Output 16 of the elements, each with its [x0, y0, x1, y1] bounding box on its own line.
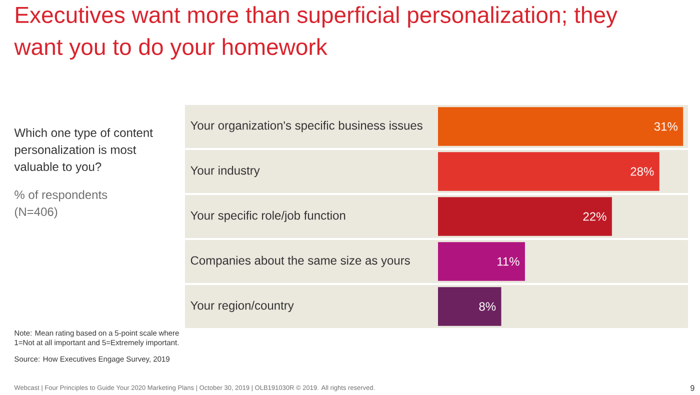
text: Which one type of content personalization is most valuable to you?: [14, 128, 153, 174]
bar: [438, 242, 525, 281]
bar: [438, 287, 502, 326]
data-label: 8%: [479, 302, 496, 311]
data-label: 31%: [654, 122, 678, 131]
y-tick-label: Your industry: [190, 166, 260, 178]
y-tick-label: Your organization's specific business issues: [190, 120, 422, 132]
text: 9: [690, 385, 694, 391]
data-label: 11%: [498, 257, 520, 266]
y-tick-label: Your specific role/job function: [190, 210, 346, 222]
data-label: 22%: [583, 212, 606, 221]
y-tick-label: Companies about the same size as yours: [190, 256, 410, 268]
chart-title: Executives want more than superficial personalization; they want you to do your homework: [14, 6, 618, 60]
text: % of respondents (N=406): [14, 190, 108, 218]
y-tick-label: Your region/country: [190, 300, 294, 312]
data-label: 28%: [630, 167, 654, 176]
